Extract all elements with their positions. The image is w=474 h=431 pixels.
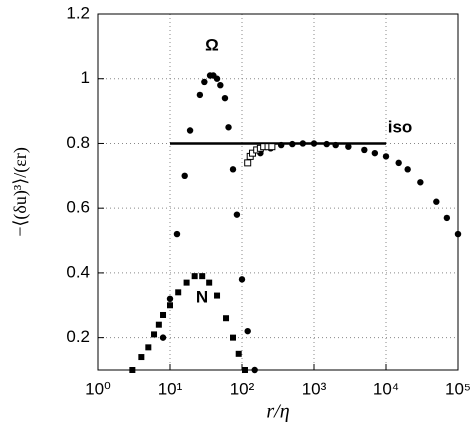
x-tick-label: 10² — [230, 379, 255, 398]
point — [229, 166, 237, 173]
point — [181, 172, 188, 180]
y-tick-label: 0.6 — [66, 198, 90, 217]
point — [277, 141, 285, 149]
point — [382, 153, 390, 160]
point — [345, 143, 352, 150]
point — [244, 327, 251, 335]
y-axis-label: −⟨(δu)³⟩/(εr) — [10, 147, 31, 237]
point — [323, 140, 330, 148]
point — [230, 334, 237, 341]
point — [175, 289, 182, 296]
x-tick-label: 10⁵ — [445, 379, 471, 398]
point — [221, 94, 229, 102]
point — [235, 350, 242, 357]
point — [191, 273, 198, 280]
point — [217, 82, 224, 89]
point — [241, 367, 248, 373]
point — [151, 331, 158, 338]
x-tick-label: 10¹ — [158, 379, 183, 398]
y-tick-label: 0.2 — [66, 327, 90, 346]
point — [443, 214, 451, 222]
point — [233, 211, 241, 218]
point — [199, 273, 206, 280]
point — [361, 146, 368, 154]
point — [206, 279, 213, 286]
point — [251, 366, 258, 374]
point — [223, 315, 230, 322]
y-tick-label: 0.8 — [66, 133, 90, 152]
point — [201, 78, 208, 86]
point — [244, 159, 252, 167]
point — [433, 198, 440, 205]
series-label: Ω — [205, 35, 219, 54]
point — [138, 354, 145, 361]
point — [155, 321, 162, 328]
point — [186, 127, 194, 134]
point — [183, 279, 190, 286]
point — [371, 149, 379, 157]
point — [214, 292, 221, 299]
point — [417, 179, 424, 186]
series-label: N — [196, 287, 208, 306]
point — [167, 302, 173, 309]
point — [238, 276, 246, 283]
point — [332, 141, 339, 149]
x-tick-label: 10⁴ — [373, 379, 399, 398]
point — [395, 159, 402, 167]
plot-frame — [97, 13, 459, 371]
point — [160, 311, 167, 318]
point — [129, 367, 136, 373]
point — [213, 75, 221, 82]
x-tick-label: 10⁰ — [85, 379, 111, 398]
point — [310, 140, 318, 147]
y-tick-label: 1.2 — [66, 3, 90, 22]
point — [159, 334, 167, 341]
point — [196, 91, 204, 99]
point — [145, 344, 152, 351]
x-tick-label: 10³ — [302, 379, 327, 398]
point — [268, 143, 276, 151]
y-tick-label: 1 — [81, 68, 90, 87]
x-axis-label: r/η — [266, 401, 289, 423]
point — [404, 166, 411, 173]
y-tick-label: 0.4 — [66, 262, 90, 281]
series-label: iso — [388, 117, 413, 136]
point — [454, 230, 462, 238]
point — [289, 140, 296, 148]
point — [299, 140, 307, 147]
point — [225, 124, 232, 131]
point — [166, 295, 174, 302]
point — [173, 230, 181, 238]
